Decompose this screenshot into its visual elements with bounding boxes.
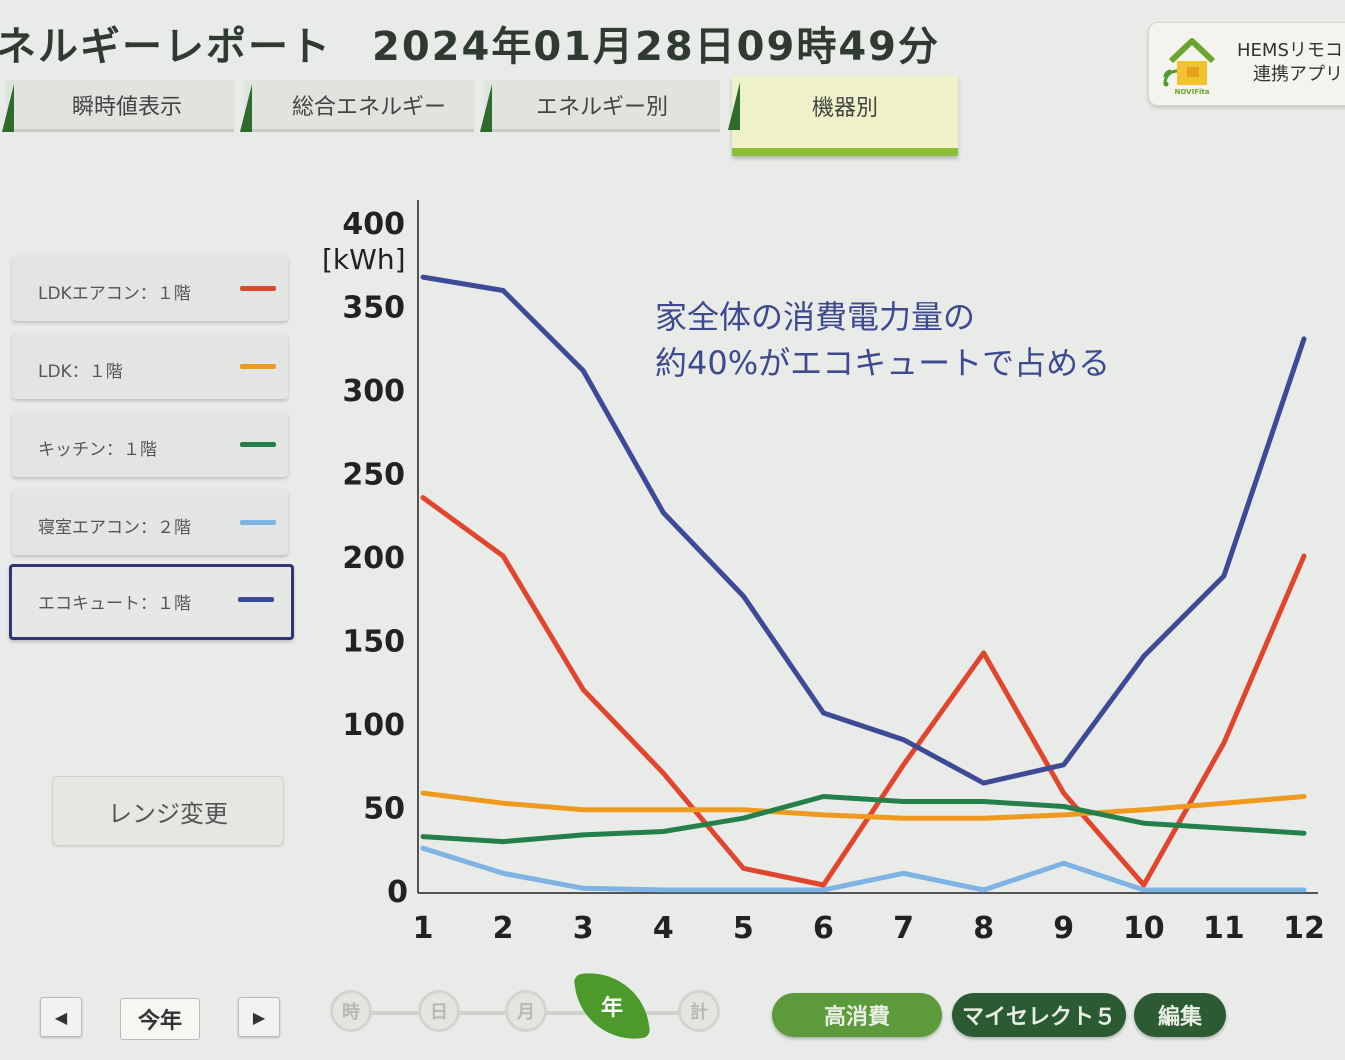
app-card-text: HEMSリモコ 連携アプリ (1237, 39, 1343, 87)
house-wifi-icon: NOVIFita (1163, 38, 1216, 96)
y-tick-label: 200 (342, 541, 405, 576)
scale-total[interactable]: 計 (678, 990, 720, 1032)
report-datetime: 2024年01月28日09時49分 (372, 24, 940, 70)
legend-label: キッチン：１階 (38, 440, 157, 460)
app-logo-text: NOVIFita (1175, 88, 1210, 96)
range-change-button[interactable]: レンジ変更 (52, 776, 284, 846)
y-tick-label: 250 (342, 458, 405, 493)
prev-period-button[interactable]: ◀ (40, 997, 82, 1037)
scale-label: 時 (342, 1002, 360, 1023)
annotation-line1: 家全体の消費電力量の (655, 298, 976, 336)
legend-label: 寝室エアコン：２階 (38, 518, 191, 538)
my-select-button[interactable]: マイセレクト５ (952, 993, 1126, 1037)
legend-label: エコキュート：１階 (38, 594, 191, 614)
x-tick-label: 3 (573, 911, 594, 946)
x-tick-label: 11 (1203, 911, 1245, 946)
x-tick-label: 8 (973, 911, 994, 946)
chart-annotation: 家全体の消費電力量の 約40%がエコキュートで占める (655, 294, 1110, 386)
report-title: ネルギーレポート (0, 24, 332, 70)
legend-item-kitchen[interactable]: キッチン：１階 (12, 411, 288, 477)
y-tick-label: 350 (342, 291, 405, 326)
series-line-4 (420, 274, 1307, 786)
legend-item-ldk[interactable]: LDK：１階 (12, 333, 288, 399)
legend-label: LDK：１階 (38, 362, 123, 382)
x-tick-label: 7 (893, 911, 914, 946)
scale-label: 月 (517, 1002, 535, 1023)
legend-swatch (240, 520, 276, 525)
chevron-right-icon: ▶ (252, 1007, 266, 1027)
scale-day[interactable]: 日 (418, 990, 460, 1032)
scale-hour[interactable]: 時 (330, 990, 372, 1032)
scale-label: 日 (430, 1002, 448, 1023)
series-line-2 (420, 794, 1307, 845)
edit-button[interactable]: 編集 (1134, 993, 1226, 1037)
legend-label: LDKエアコン：１階 (38, 284, 191, 304)
series-line-0 (420, 495, 1307, 888)
legend-item-bedroom-aircon[interactable]: 寝室エアコン：２階 (12, 489, 288, 555)
x-tick-label: 2 (493, 911, 514, 946)
tab-by-energy[interactable]: エネルギー別 (480, 80, 720, 132)
high-consumption-button[interactable]: 高消費 (772, 993, 942, 1037)
app-card-line2: 連携アプリ (1253, 64, 1343, 85)
tab-label: 総合エネルギー (291, 94, 446, 120)
y-axis-unit: [kWh] (322, 243, 406, 276)
hems-app-link[interactable]: NOVIFita HEMSリモコ 連携アプリ (1148, 22, 1345, 106)
x-tick-label: 12 (1283, 911, 1325, 946)
series-line-1 (420, 790, 1307, 821)
period-label: 今年 (120, 998, 200, 1040)
tab-label: エネルギー別 (535, 94, 668, 120)
tab-notch (2, 84, 14, 132)
legend-swatch (240, 442, 276, 447)
x-tick-label: 9 (1053, 911, 1074, 946)
series-line-3 (420, 845, 1307, 893)
app-card-line1: HEMSリモコ (1237, 40, 1343, 61)
annotation-line2: 約40%がエコキュートで占める (655, 344, 1111, 382)
y-tick-label: 100 (342, 708, 405, 743)
tab-by-device[interactable]: 機器別 (728, 76, 958, 156)
tab-instant[interactable]: 瞬時値表示 (2, 80, 234, 132)
tab-label: 機器別 (811, 96, 878, 121)
legend-swatch (238, 597, 274, 602)
page-title: ネルギーレポート 2024年01月28日09時49分 (0, 14, 940, 72)
legend-item-ldk-aircon[interactable]: LDKエアコン：１階 (12, 255, 288, 321)
y-tick-label: 0 (387, 875, 408, 910)
chevron-left-icon: ◀ (54, 1007, 68, 1027)
legend-swatch (240, 286, 276, 291)
tab-notch (240, 84, 252, 132)
x-tick-label: 1 (413, 911, 434, 946)
scale-label: 年 (600, 996, 624, 1022)
next-period-button[interactable]: ▶ (238, 997, 280, 1037)
x-tick-label: 10 (1123, 911, 1165, 946)
y-tick-label: 400 (342, 207, 405, 242)
tab-notch (728, 82, 740, 130)
scale-label: 計 (690, 1002, 708, 1023)
x-tick-label: 6 (813, 911, 834, 946)
legend-item-ecocute[interactable]: エコキュート：１階 (9, 564, 294, 640)
tab-label: 瞬時値表示 (71, 94, 182, 120)
tab-total-energy[interactable]: 総合エネルギー (240, 80, 474, 132)
y-tick-label: 50 (363, 792, 405, 827)
scale-month[interactable]: 月 (505, 990, 547, 1032)
tab-notch (480, 84, 492, 132)
chart-axes (417, 200, 1318, 894)
y-tick-label: 150 (342, 625, 405, 660)
y-tick-label: 300 (342, 374, 405, 409)
x-tick-label: 4 (653, 911, 674, 946)
x-tick-label: 5 (733, 911, 754, 946)
legend-swatch (240, 364, 276, 369)
